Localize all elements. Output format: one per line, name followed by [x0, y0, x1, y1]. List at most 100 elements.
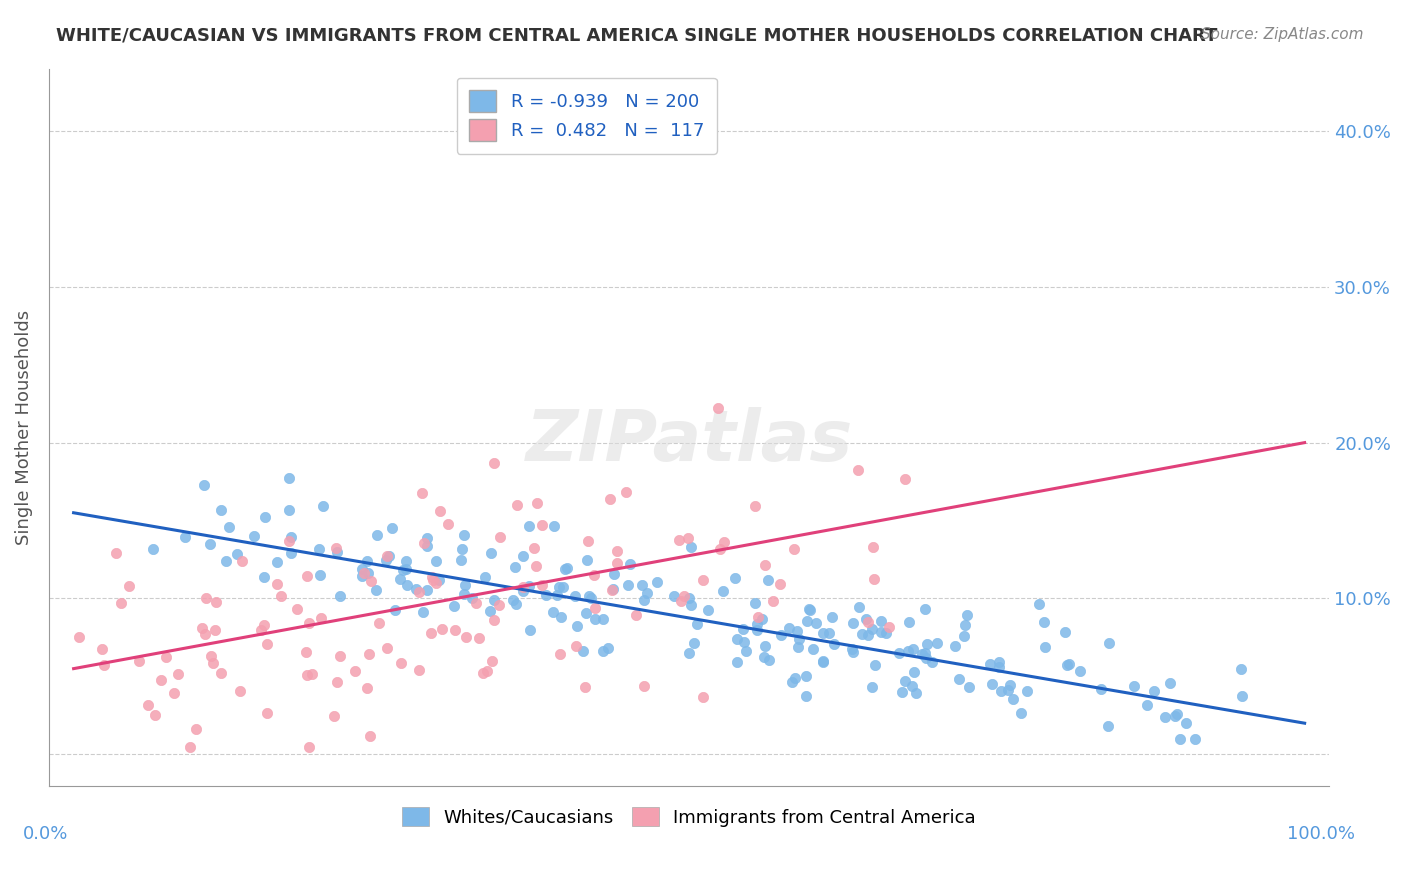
Point: [1136, 698, 1159, 712]
Point: [1122, 680, 1144, 694]
Point: [603, 567, 626, 582]
Point: [592, 644, 614, 658]
Point: [194, 627, 217, 641]
Point: [375, 641, 398, 656]
Point: [758, 653, 780, 667]
Point: [357, 648, 380, 662]
Point: [479, 546, 502, 560]
Point: [266, 576, 288, 591]
Point: [547, 580, 569, 594]
Point: [475, 664, 498, 678]
Point: [427, 573, 450, 587]
Point: [583, 612, 606, 626]
Point: [548, 647, 571, 661]
Point: [512, 580, 534, 594]
Point: [1168, 731, 1191, 746]
Point: [252, 617, 274, 632]
Point: [105, 546, 128, 560]
Point: [364, 582, 387, 597]
Point: [416, 583, 439, 598]
Point: [801, 642, 824, 657]
Point: [564, 589, 586, 603]
Point: [863, 573, 886, 587]
Point: [571, 644, 593, 658]
Point: [395, 578, 418, 592]
Point: [412, 605, 434, 619]
Point: [381, 521, 404, 535]
Point: [205, 595, 228, 609]
Point: [350, 562, 373, 576]
Point: [724, 571, 747, 585]
Point: [894, 472, 917, 486]
Point: [531, 518, 554, 533]
Point: [1184, 731, 1206, 746]
Point: [1098, 636, 1121, 650]
Point: [711, 584, 734, 599]
Point: [453, 587, 475, 601]
Text: Source: ZipAtlas.com: Source: ZipAtlas.com: [1201, 27, 1364, 42]
Point: [855, 612, 877, 626]
Point: [294, 645, 316, 659]
Point: [298, 739, 321, 754]
Point: [155, 650, 177, 665]
Point: [280, 530, 302, 544]
Point: [179, 739, 201, 754]
Point: [110, 596, 132, 610]
Point: [955, 617, 977, 632]
Point: [619, 558, 641, 572]
Point: [1097, 718, 1119, 732]
Point: [142, 541, 165, 556]
Point: [285, 602, 308, 616]
Point: [747, 610, 769, 624]
Point: [360, 574, 382, 588]
Point: [780, 675, 803, 690]
Point: [1015, 683, 1038, 698]
Point: [676, 531, 699, 545]
Point: [454, 630, 477, 644]
Point: [359, 729, 381, 743]
Point: [786, 624, 808, 639]
Point: [897, 615, 920, 630]
Point: [592, 612, 614, 626]
Point: [875, 626, 897, 640]
Point: [904, 685, 927, 699]
Point: [204, 623, 226, 637]
Point: [606, 557, 628, 571]
Point: [190, 621, 212, 635]
Point: [686, 617, 709, 632]
Point: [713, 535, 735, 549]
Point: [848, 600, 870, 615]
Point: [1230, 689, 1253, 703]
Point: [862, 540, 884, 554]
Point: [692, 574, 714, 588]
Point: [785, 671, 807, 685]
Point: [479, 604, 502, 618]
Point: [506, 499, 529, 513]
Point: [450, 553, 472, 567]
Text: WHITE/CAUCASIAN VS IMMIGRANTS FROM CENTRAL AMERICA SINGLE MOTHER HOUSEHOLDS CORR: WHITE/CAUCASIAN VS IMMIGRANTS FROM CENTR…: [56, 27, 1218, 45]
Point: [325, 675, 347, 690]
Point: [526, 495, 548, 509]
Point: [596, 640, 619, 655]
Point: [583, 568, 606, 582]
Point: [860, 680, 883, 694]
Text: 100.0%: 100.0%: [1286, 825, 1355, 843]
Point: [706, 401, 728, 415]
Point: [879, 620, 901, 634]
Point: [744, 596, 766, 610]
Point: [578, 589, 600, 603]
Point: [894, 674, 917, 689]
Point: [356, 566, 378, 580]
Point: [472, 666, 495, 681]
Point: [353, 566, 375, 580]
Point: [1069, 664, 1091, 678]
Point: [228, 684, 250, 698]
Point: [1090, 682, 1112, 697]
Point: [388, 572, 411, 586]
Point: [744, 499, 766, 513]
Point: [422, 574, 444, 588]
Point: [375, 553, 398, 567]
Point: [389, 656, 412, 670]
Point: [366, 528, 388, 542]
Point: [503, 560, 526, 574]
